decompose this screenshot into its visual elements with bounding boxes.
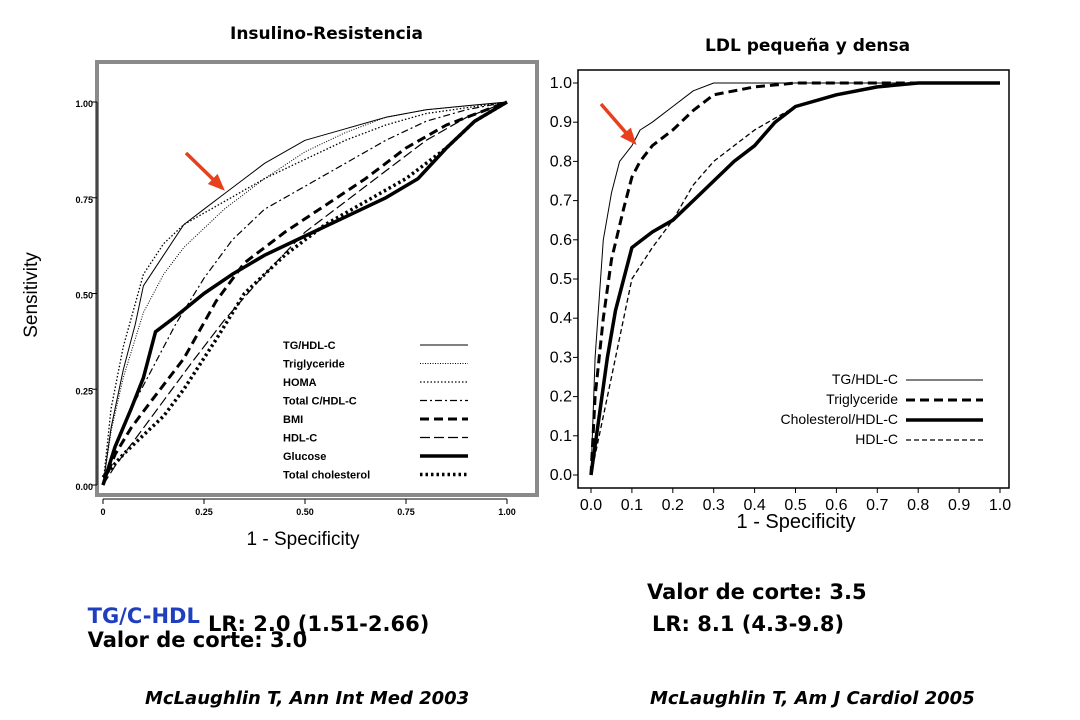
left-legend-label: HOMA [283,377,317,389]
right-legend-label: TG/HDL-C [832,371,898,387]
right-x-tick-label: 0.9 [948,497,970,514]
left-legend-label: Glucose [283,451,326,463]
left-roc-chart: 0 0.25 0.50 0.75 1.00 0.00 0.25 0.50 0.75 1.00 1 -… [21,60,539,550]
right-x-tick-label: 0.2 [662,497,684,514]
right-x-tick-label: 0.6 [825,497,847,514]
right-legend-label: Cholesterol/HDL-C [781,411,898,427]
right-x-tick-label: 1.0 [989,497,1011,514]
left-series-glucose [101,100,508,486]
left-series-homa [102,101,508,486]
left-x-tick-label: 1.00 [498,507,516,517]
right-y-tick-label: 0.1 [550,428,572,445]
right-lr: LR: 8.1 (4.3-9.8) [652,612,845,636]
right-x-tick-label: 0.1 [621,497,643,514]
right-x-tick-label: 0.8 [907,497,929,514]
right-x-axis-label: 1 - Specificity [737,511,856,533]
right-y-tick-label: 0.7 [550,193,572,210]
left-x-tick-label: 0 [100,507,105,517]
left-series-bmi [101,100,508,486]
left-legend-label: BMI [283,414,303,426]
left-legend-label: Triglyceride [283,359,345,371]
left-legend-label: HDL-C [283,433,317,445]
right-cutoff: Valor de corte: 3.5 [647,580,867,604]
right-chart-title: LDL pequeña y densa [705,36,911,56]
left-citation: McLaughlin T, Ann Int Med 2003 [145,688,470,709]
left-series-hdl-c [102,101,508,486]
right-legend-label: Triglyceride [826,391,898,407]
left-arrow-head [207,173,225,191]
left-series-total-cholesterol [101,100,508,479]
left-legend-label: Total cholesterol [283,470,370,482]
left-series-total-c-hdl-c [102,101,508,486]
left-legend-label: TG/HDL-C [283,340,336,352]
right-y-tick-label: 0.6 [550,232,572,249]
left-lr: LR: 2.0 (1.51-2.66) [208,612,430,636]
left-x-tick-label: 0.25 [195,507,213,517]
right-x-tick-label: 0.3 [703,497,725,514]
right-x-tick-label: 0.5 [784,497,806,514]
right-citation: McLaughlin T, Am J Cardiol 2005 [650,688,975,709]
left-cutoff: Valor de corte: 3.0 [87,628,308,652]
right-y-tick-label: 0.3 [550,349,572,366]
right-arrow-head [620,127,637,145]
left-x-axis-label: 1 - Specificity [247,529,360,550]
right-y-tick-label: 1.0 [550,75,572,92]
left-x-tick-label: 0.50 [296,507,314,517]
right-y-tick-label: 0.9 [550,114,572,131]
left-x-tick-label: 0.75 [397,507,415,517]
right-y-tick-label: 0.5 [550,271,572,288]
left-legend-label: Total C/HDL-C [283,396,357,408]
right-y-tick-label: 0.4 [550,310,572,327]
right-y-tick-label: 0.2 [550,389,572,406]
right-legend-label: HDL-C [855,431,898,447]
right-x-tick-label: 0.0 [580,497,602,514]
left-y-axis-label: Sensitivity [21,252,42,338]
right-x-tick-label: 0.4 [743,497,765,514]
left-result-highlight: TG/C-HDL [87,604,200,628]
right-y-tick-label: 0.8 [550,153,572,170]
right-roc-chart: 0.0 0.1 0.2 0.3 0.4 0.5 0.6 0.7 0.8 0.9 1.0 0.0 0.1 0… [550,69,1011,533]
left-y-tick-label: 0.25 [75,386,93,396]
right-y-tick-label: 0.0 [550,467,572,484]
left-y-tick-label: 0.50 [75,291,93,301]
left-y-tick-label: 0.00 [75,482,93,492]
right-x-tick-label: 0.7 [866,497,888,514]
right-series-tg-hdl-c [590,82,1000,476]
left-chart-title: Insulino-Resistencia [230,24,423,44]
left-y-tick-label: 0.75 [75,195,93,205]
right-series-hdl-c [590,82,1000,476]
left-y-tick-label: 1.00 [75,99,93,109]
right-series-triglyceride [589,81,1000,476]
left-result-line1: TG/C-HDL Valor de corte: 3.0 [73,580,308,652]
